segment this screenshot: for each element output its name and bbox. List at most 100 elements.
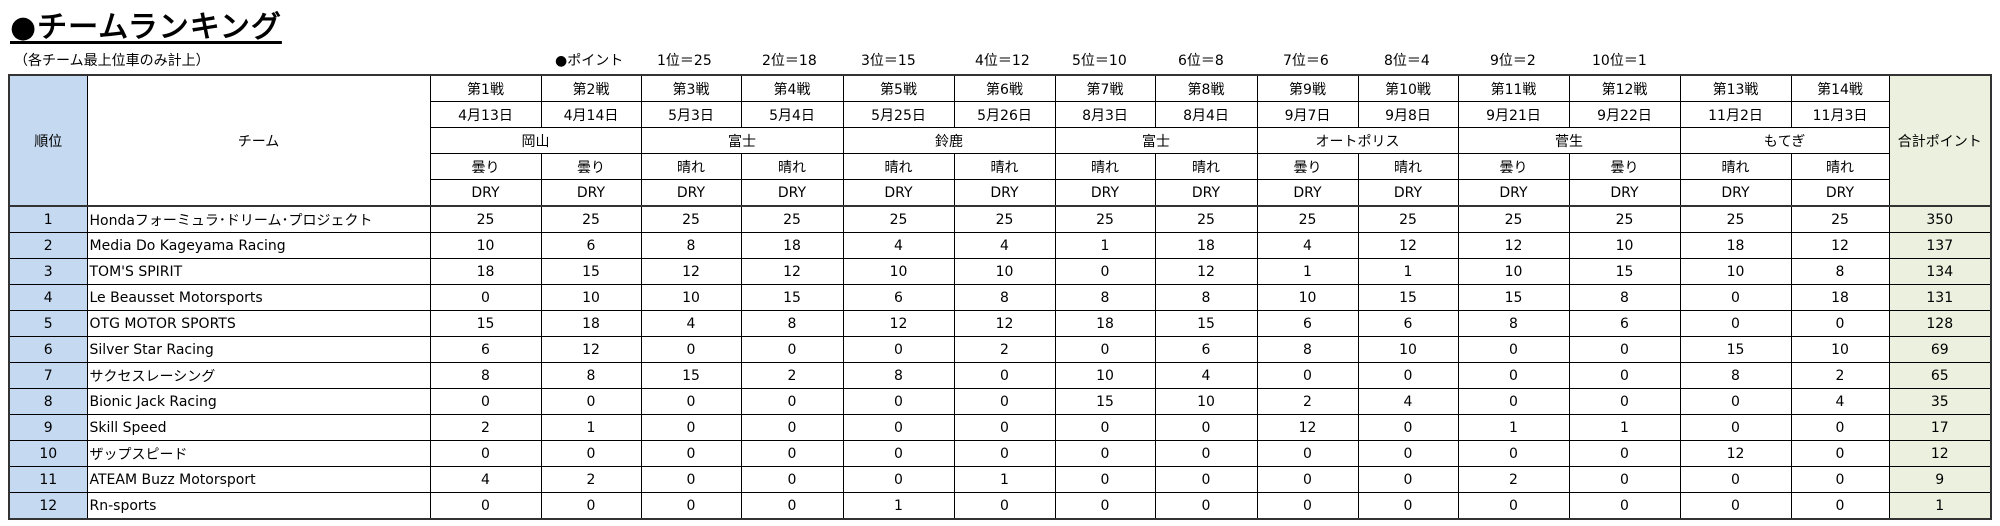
date-header: 9月22日 [1568,101,1681,128]
total-points: 1 [1888,492,1992,520]
total-points: 65 [1888,362,1992,389]
points-cell: 8 [1457,310,1570,337]
date-header: 5月26日 [953,101,1056,128]
points-cell: 10 [1457,258,1570,285]
points-cell: 0 [1679,388,1792,415]
points-cell: 0 [1154,492,1258,520]
weather-header: 晴れ [1679,153,1792,180]
rank-cell: 7 [8,362,88,389]
points-cell: 18 [1790,284,1890,311]
team-name: Le Beausset Motorsports [86,284,431,311]
weather-header: 晴れ [640,153,742,180]
points-cell: 25 [1357,205,1459,233]
track-header: DRY [1457,179,1570,207]
points-cell: 8 [540,362,642,389]
table-row: 3 TOM'S SPIRIT 18 15 12 12 10 10 0 12 1 1 10 15 10 8 134 [8,258,1992,285]
points-cell: 4 [842,232,955,259]
points-cell: 8 [953,284,1056,311]
date-header: 4月14日 [540,101,642,128]
round-header: 第14戦 [1790,74,1890,102]
points-cell: 6 [1357,310,1459,337]
round-header: 第11戦 [1457,74,1570,102]
track-header: DRY [1568,179,1681,207]
total-points: 12 [1888,440,1992,467]
points-cell: 0 [1790,466,1890,493]
points-cell: 8 [640,232,742,259]
points-cell: 1 [842,492,955,520]
points-cell: 25 [1568,205,1681,233]
total-header: 合計ポイント [1888,74,1992,207]
points-cell: 0 [1568,388,1681,415]
points-cell: 0 [740,440,844,467]
points-cell: 0 [740,336,844,363]
points-cell: 12 [740,258,844,285]
points-cell: 0 [1256,362,1359,389]
track-header: DRY [1054,179,1156,207]
points-cell: 25 [1457,205,1570,233]
date-header: 5月4日 [740,101,844,128]
round-header: 第12戦 [1568,74,1681,102]
page-title: ●チームランキング [10,10,282,45]
points-cell: 15 [640,362,742,389]
points-cell: 8 [429,362,542,389]
weather-header: 曇り [1457,153,1570,180]
points-cell: 8 [1679,362,1792,389]
points-cell: 2 [1457,466,1570,493]
points-cell: 0 [640,492,742,520]
points-cell: 0 [429,388,542,415]
total-points: 137 [1888,232,1992,259]
points-cell: 8 [1790,258,1890,285]
weather-header: 晴れ [953,153,1056,180]
track-header: DRY [429,179,542,207]
points-cell: 15 [429,310,542,337]
points-cell: 0 [1790,440,1890,467]
team-name: OTG MOTOR SPORTS [86,310,431,337]
points-cell: 4 [1790,388,1890,415]
points-cell: 25 [1679,205,1792,233]
track-header: DRY [1679,179,1792,207]
weather-header: 曇り [540,153,642,180]
points-cell: 2 [429,414,542,441]
total-points: 350 [1888,205,1992,233]
weather-header: 晴れ [1154,153,1258,180]
points-cell: 0 [540,492,642,520]
points-cell: 0 [1679,466,1792,493]
rank-cell: 3 [8,258,88,285]
track-header: DRY [953,179,1056,207]
ranking-table: 順位 チーム 第1戦 第2戦 第3戦 第4戦 第5戦 第6戦 第7戦 第8戦 第9戦 第10戦 第11戦… [8,74,1992,520]
weather-header: 晴れ [740,153,844,180]
points-cell: 4 [953,232,1056,259]
date-header: 4月13日 [429,101,542,128]
round-header: 第1戦 [429,74,542,102]
team-name: Bionic Jack Racing [86,388,431,415]
weather-header: 晴れ [842,153,955,180]
points-cell: 25 [640,205,742,233]
points-cell: 0 [1790,492,1890,520]
points-cell: 2 [540,466,642,493]
track-header: DRY [1256,179,1359,207]
points-cell: 10 [1357,336,1459,363]
date-header: 9月8日 [1357,101,1459,128]
date-header: 11月3日 [1790,101,1890,128]
points-rule: 8位＝4 [1384,53,1430,69]
points-cell: 0 [640,466,742,493]
points-cell: 0 [1679,310,1792,337]
points-cell: 0 [1457,388,1570,415]
points-cell: 0 [1679,492,1792,520]
points-cell: 0 [740,466,844,493]
points-cell: 15 [1568,258,1681,285]
date-header: 9月7日 [1256,101,1359,128]
points-cell: 12 [842,310,955,337]
date-header: 5月3日 [640,101,742,128]
date-header: 5月25日 [842,101,955,128]
points-cell: 10 [640,284,742,311]
points-cell: 18 [740,232,844,259]
points-cell: 0 [740,414,844,441]
points-cell: 0 [640,440,742,467]
weather-header: 曇り [1568,153,1681,180]
points-rule: 6位＝8 [1178,53,1224,69]
points-cell: 12 [1357,232,1459,259]
total-points: 131 [1888,284,1992,311]
points-cell: 18 [540,310,642,337]
points-cell: 0 [1154,440,1258,467]
